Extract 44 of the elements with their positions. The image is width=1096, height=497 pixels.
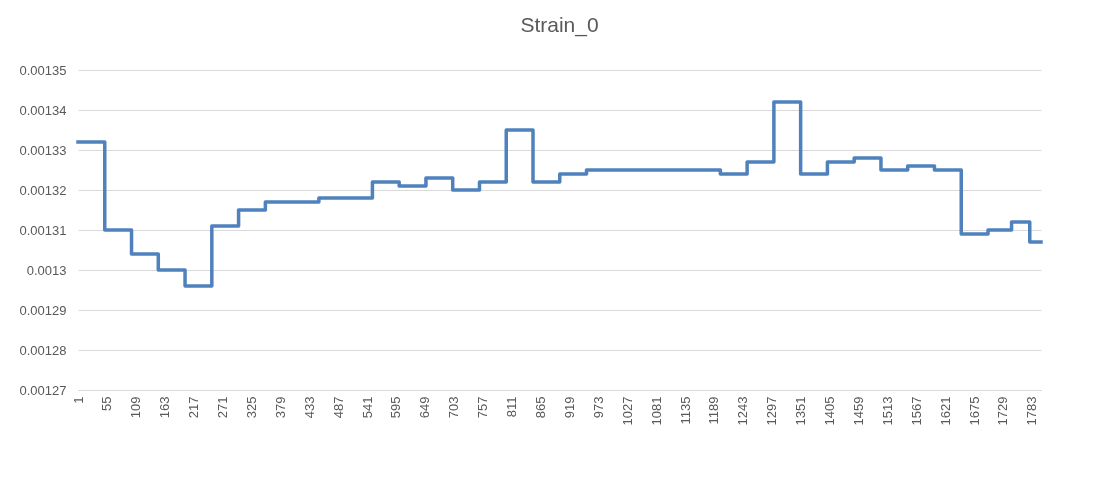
y-tick-label: 0.00133: [19, 142, 67, 158]
x-tick-label: 1405: [822, 396, 838, 426]
x-tick-label: 1675: [966, 396, 982, 426]
x-tick-label: 1243: [735, 396, 751, 426]
x-tick-label: 811: [504, 396, 520, 418]
y-tick-label: 0.00128: [19, 342, 67, 358]
x-tick-label: 1081: [648, 396, 664, 426]
x-tick-label: 163: [157, 396, 173, 419]
x-tick-label: 1027: [619, 396, 635, 426]
x-tick-label: 865: [533, 396, 548, 419]
y-tick-label: 0.00135: [19, 62, 67, 78]
x-tick-label: 325: [243, 396, 259, 419]
x-tick-label: 595: [388, 396, 404, 419]
x-tick-label: 433: [301, 396, 317, 419]
x-tick-label: 1621: [937, 396, 953, 426]
y-tick-label: 0.00127: [19, 382, 67, 398]
x-tick-label: 1459: [850, 396, 866, 426]
x-tick-label: 109: [128, 396, 144, 419]
x-tick-label: 703: [446, 396, 462, 419]
x-tick-label: 649: [417, 396, 433, 419]
x-tick-label: 271: [215, 396, 231, 419]
x-tick-label: 1189: [706, 396, 722, 425]
y-tick-label: 0.00129: [19, 302, 67, 318]
x-tick-label: 973: [590, 396, 606, 419]
x-tick-label: 487: [330, 396, 346, 419]
y-tick-label: 0.00131: [19, 222, 67, 238]
x-tick-label: 217: [186, 396, 202, 419]
x-tick-label: 919: [561, 396, 577, 419]
y-tick-label: 0.0013: [26, 262, 67, 278]
x-tick-label: 541: [359, 396, 375, 419]
y-tick-label: 0.00134: [19, 102, 67, 118]
x-tick-label: 1: [70, 396, 86, 404]
x-tick-label: 55: [99, 396, 115, 411]
x-tick-label: 1297: [764, 396, 780, 426]
y-tick-label: 0.00132: [19, 182, 67, 198]
x-tick-label: 757: [475, 396, 491, 419]
x-tick-label: 1729: [995, 396, 1011, 426]
x-tick-label: 1351: [793, 396, 809, 426]
x-tick-label: 1567: [908, 396, 924, 426]
x-tick-label: 1135: [677, 396, 693, 425]
x-tick-label: 1783: [1024, 396, 1040, 426]
x-tick-label: 379: [272, 396, 288, 419]
x-tick-label: 1513: [879, 396, 895, 426]
chart-title: Strain_0: [520, 13, 599, 37]
